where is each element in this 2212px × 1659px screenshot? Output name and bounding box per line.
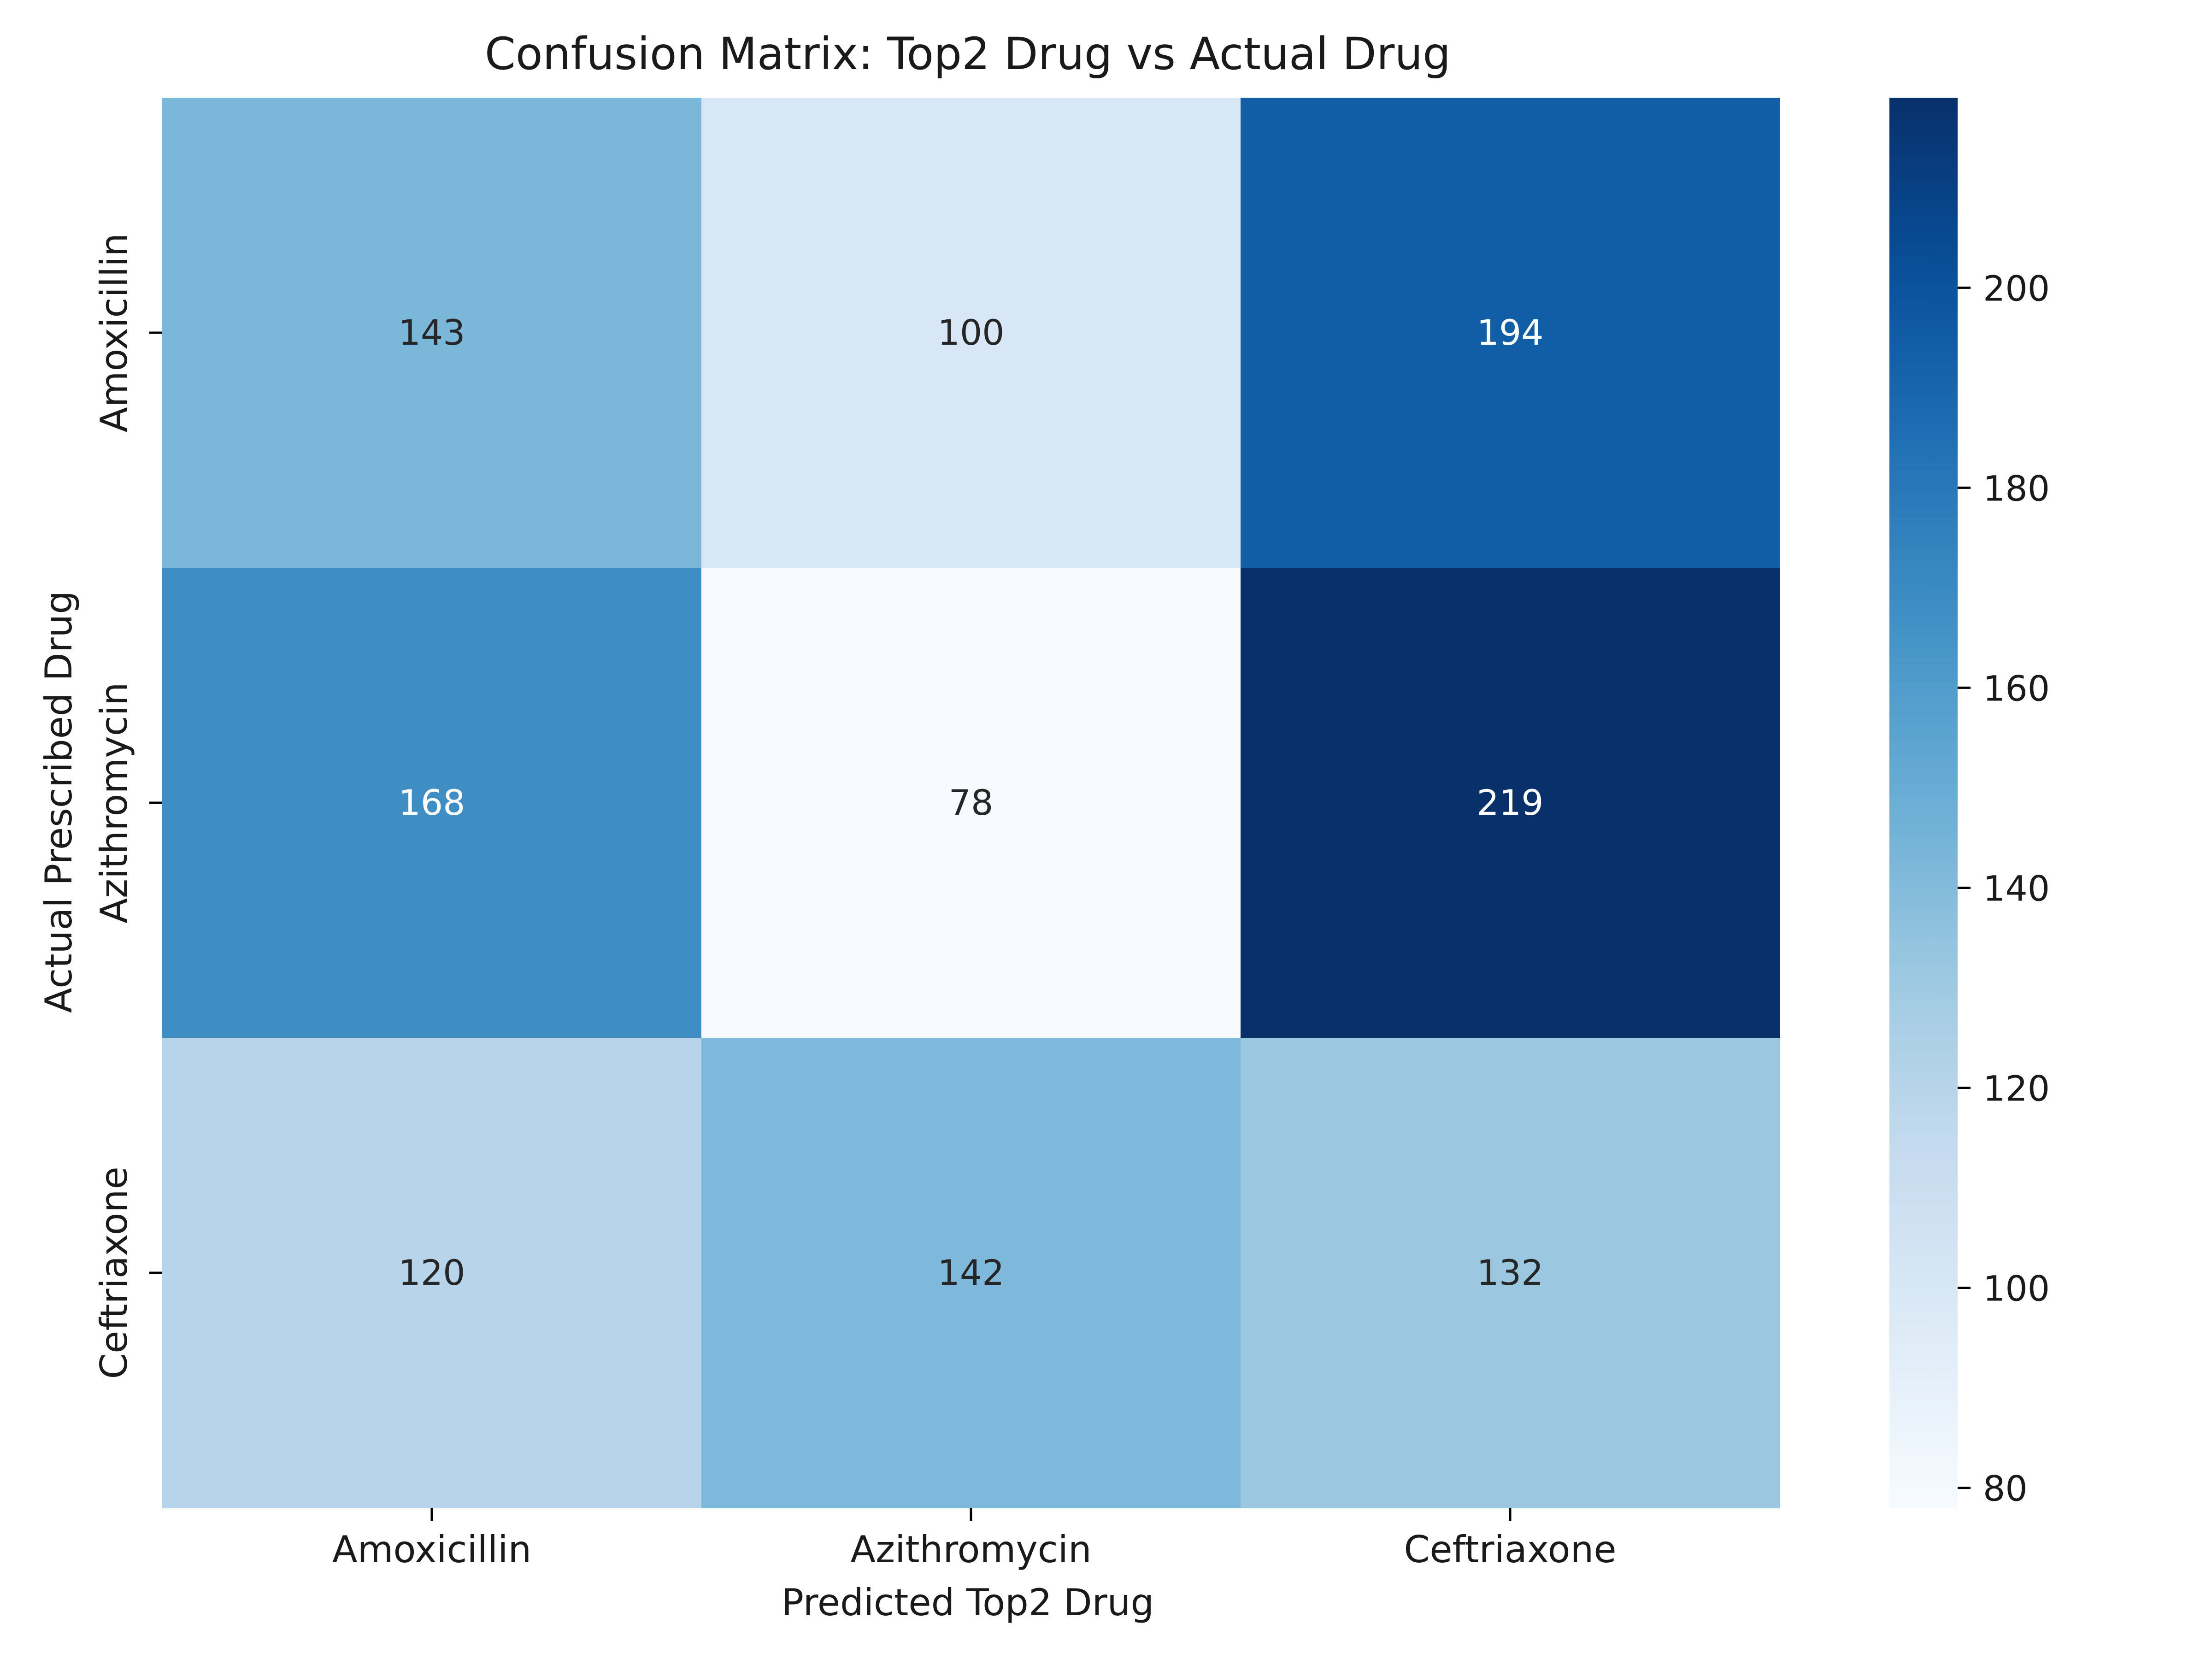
- cell-value-label: 132: [1477, 1252, 1543, 1293]
- y-tick-label: Azithromycin: [93, 682, 135, 923]
- y-axis: Amoxicillin Azithromycin Ceftriaxone: [93, 233, 162, 1379]
- cell-value-label: 78: [949, 782, 994, 823]
- heatmap-cell: [701, 98, 1241, 568]
- heatmap-annotations: 143 100 194 168 78 219 120 142 132: [398, 312, 1543, 1293]
- colorbar-tick-label: 120: [1983, 1068, 2050, 1109]
- colorbar: 80 100 120 140 160 180 200: [1889, 98, 2050, 1509]
- heatmap-cells: [162, 98, 1780, 1508]
- colorbar-tick-label: 200: [1983, 268, 2050, 309]
- chart-title: Confusion Matrix: Top2 Drug vs Actual Dr…: [485, 28, 1451, 80]
- colorbar-tick-label: 180: [1983, 468, 2050, 509]
- cell-value-label: 168: [398, 782, 465, 823]
- heatmap-cell: [162, 98, 702, 568]
- heatmap-cell: [1241, 568, 1780, 1038]
- colorbar-tick-label: 80: [1983, 1468, 2028, 1509]
- heatmap-cell: [701, 1038, 1241, 1508]
- colorbar-gradient: [1889, 98, 1958, 1508]
- y-tick-label: Amoxicillin: [93, 233, 135, 432]
- x-tick-label: Azithromycin: [850, 1528, 1091, 1571]
- x-tick-label: Amoxicillin: [332, 1528, 531, 1571]
- heatmap-cell: [1241, 1038, 1780, 1508]
- cell-value-label: 143: [398, 312, 465, 353]
- cell-value-label: 100: [937, 312, 1004, 353]
- colorbar-tick-label: 100: [1983, 1268, 2050, 1309]
- cell-value-label: 194: [1477, 312, 1543, 353]
- y-tick-label: Ceftriaxone: [93, 1166, 135, 1379]
- x-axis: Amoxicillin Azithromycin Ceftriaxone: [332, 1508, 1617, 1571]
- cell-value-label: 120: [398, 1252, 465, 1293]
- x-axis-title: Predicted Top2 Drug: [782, 1581, 1154, 1624]
- y-axis-title: Actual Prescribed Drug: [37, 591, 80, 1013]
- colorbar-tick-label: 160: [1983, 668, 2050, 709]
- colorbar-tick-label: 140: [1983, 868, 2050, 909]
- cell-value-label: 219: [1477, 782, 1543, 823]
- heatmap-cell: [162, 568, 702, 1038]
- cell-value-label: 142: [937, 1252, 1004, 1293]
- heatmap-cell: [701, 568, 1241, 1038]
- heatmap-cell: [1241, 98, 1780, 568]
- x-tick-label: Ceftriaxone: [1404, 1528, 1616, 1571]
- heatmap-cell: [162, 1038, 702, 1508]
